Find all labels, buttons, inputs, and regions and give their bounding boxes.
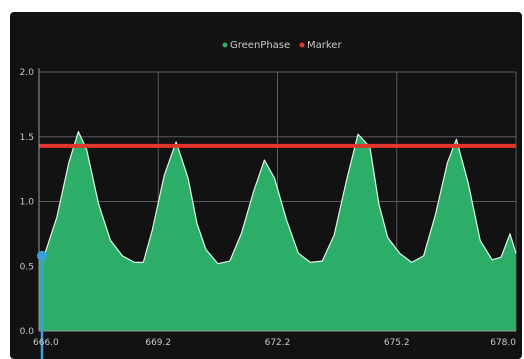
greenphase-line — [38, 131, 517, 265]
legend-label: Marker — [307, 40, 342, 51]
y-tick-label: 0.5 — [20, 262, 34, 272]
y-tick-label: 1.0 — [20, 198, 35, 208]
x-tick-label: 675.2 — [384, 338, 410, 348]
legend-label: GreenPhase — [230, 40, 290, 51]
x-tick-label: 672.2 — [265, 338, 291, 348]
x-tick-label: 678.0 — [490, 338, 516, 348]
x-tick-label: 669.2 — [145, 338, 171, 348]
legend-swatch — [299, 42, 305, 48]
chart-panel: 2.0 1.5 1.0 0.5 0.0 666.0 669.2 672.2 675.2 678.0… — [10, 12, 522, 359]
legend-swatch — [222, 42, 228, 48]
greenphase-area — [39, 131, 516, 331]
y-tick-label: 2.0 — [20, 68, 35, 78]
cursor-handle[interactable] — [36, 250, 47, 261]
x-tick-label: 666.0 — [33, 338, 59, 348]
y-tick-label: 1.5 — [20, 133, 34, 143]
y-tick-label: 0.0 — [20, 327, 35, 337]
